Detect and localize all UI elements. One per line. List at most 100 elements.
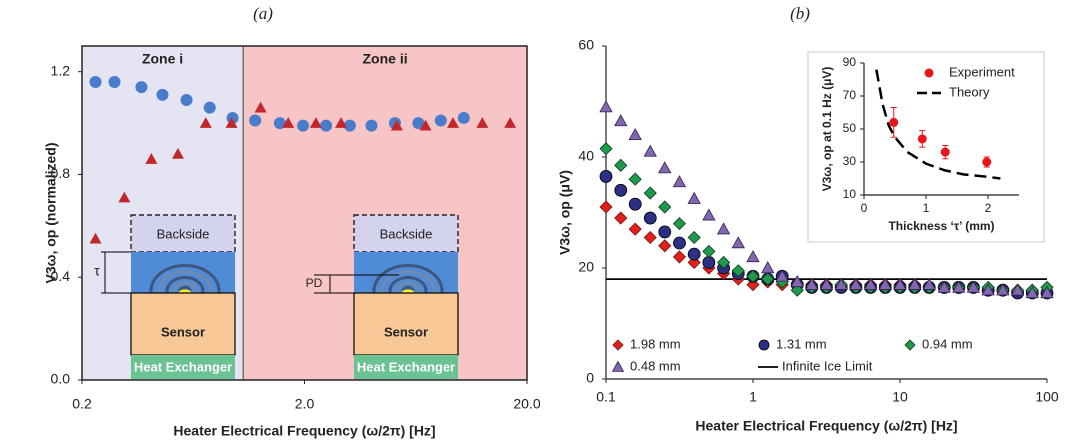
y-axis-label: V3ω, op at 0.1 Hz (μV) xyxy=(820,67,834,192)
data-point xyxy=(917,134,927,144)
data-point xyxy=(225,117,238,128)
data-point xyxy=(849,277,863,290)
data-point xyxy=(135,81,148,94)
data-point xyxy=(687,247,701,261)
data-point xyxy=(320,119,333,132)
data-point xyxy=(599,100,613,113)
y-tick-label: 30 xyxy=(843,154,857,168)
data-point xyxy=(761,261,775,274)
data-point xyxy=(628,172,642,186)
data-point xyxy=(672,175,687,188)
data-point xyxy=(254,101,267,113)
data-point xyxy=(878,277,892,290)
data-point xyxy=(156,88,169,101)
data-point xyxy=(966,280,981,293)
data-point xyxy=(599,200,613,214)
data-point xyxy=(643,230,657,245)
legend-swatch xyxy=(611,360,625,372)
y-tick-label: 0 xyxy=(586,370,594,386)
dimension-label: PD xyxy=(306,276,323,290)
data-point xyxy=(419,119,432,131)
heat-exchanger-layer xyxy=(131,355,235,379)
data-point xyxy=(673,236,686,250)
data-point xyxy=(199,117,212,128)
x-tick-label: 0.2 xyxy=(72,396,92,412)
data-point xyxy=(365,119,378,132)
data-point xyxy=(716,222,731,235)
data-point xyxy=(775,269,789,282)
data-point xyxy=(790,275,804,288)
data-point xyxy=(476,117,489,128)
layer-label: Heat Exchanger xyxy=(357,359,455,374)
series-line xyxy=(875,69,1001,180)
data-point xyxy=(614,183,628,197)
y-tick-label: 40 xyxy=(578,148,594,164)
sensor-layer xyxy=(130,292,236,356)
data-point xyxy=(89,232,102,244)
data-point xyxy=(889,117,899,127)
data-point xyxy=(1040,286,1054,299)
data-point xyxy=(672,250,687,264)
y-tick-label: 50 xyxy=(843,121,857,135)
data-point xyxy=(390,119,403,131)
data-point xyxy=(180,93,193,106)
backside-layer xyxy=(130,214,236,253)
data-point xyxy=(731,264,745,278)
data-point xyxy=(643,211,657,225)
data-point xyxy=(457,111,470,124)
data-point xyxy=(687,230,701,245)
data-point xyxy=(834,277,848,290)
x-axis-label: Thickness ‘τ’ (mm) xyxy=(888,219,994,233)
data-point xyxy=(309,117,322,128)
y-axis-label: V3ω, op (normalized) xyxy=(43,143,59,284)
heat-exchanger-layer xyxy=(354,355,458,379)
y-tick-label: 20 xyxy=(578,259,594,275)
data-point xyxy=(628,222,642,236)
panel-title: (a) xyxy=(253,4,273,23)
x-axis-label: Heater Electrical Frequency (ω/2π) [Hz] xyxy=(695,418,957,434)
data-point xyxy=(628,127,642,141)
layer-label: Backside xyxy=(380,226,433,241)
data-point xyxy=(249,114,262,127)
y-tick-label: 70 xyxy=(843,88,857,102)
legend-label: Infinite Ice Limit xyxy=(782,358,873,373)
dimension-label: τ xyxy=(94,263,100,279)
data-point xyxy=(658,239,672,253)
legend-label: 1.31 mm xyxy=(776,336,827,351)
data-point xyxy=(1010,283,1025,296)
data-point xyxy=(145,153,158,164)
data-point xyxy=(790,283,804,297)
x-tick-label: 0.1 xyxy=(596,389,616,405)
data-point xyxy=(343,119,356,132)
inset-panel xyxy=(807,51,1045,243)
data-point xyxy=(273,117,286,130)
legend-swatch xyxy=(758,339,770,351)
y-tick-label: 10 xyxy=(843,187,857,201)
y-tick-label: 0.8 xyxy=(51,165,71,181)
data-point xyxy=(658,200,672,214)
legend-swatch xyxy=(924,68,934,78)
layer-label: Backside xyxy=(157,226,210,241)
y-axis-label: V3ω, op (μV) xyxy=(557,170,573,255)
panel-title: (b) xyxy=(790,4,810,23)
data-point xyxy=(643,144,657,157)
data-point xyxy=(89,75,102,88)
zone-label: Zone ii xyxy=(363,51,408,67)
data-point xyxy=(171,147,184,159)
layer-label: Sensor xyxy=(161,324,205,339)
x-tick-label: 2.0 xyxy=(295,396,315,412)
data-point xyxy=(282,117,295,128)
data-point xyxy=(702,208,716,221)
data-point xyxy=(614,158,628,172)
legend-swatch xyxy=(612,339,624,351)
data-point xyxy=(412,117,425,130)
legend-label: Experiment xyxy=(949,64,1015,79)
legend-swatch xyxy=(904,339,916,351)
x-tick-label: 10 xyxy=(892,389,908,405)
data-point xyxy=(761,272,775,286)
data-point xyxy=(335,117,348,128)
data-point xyxy=(746,269,760,283)
data-point xyxy=(434,114,447,127)
y-tick-label: 90 xyxy=(843,55,857,69)
